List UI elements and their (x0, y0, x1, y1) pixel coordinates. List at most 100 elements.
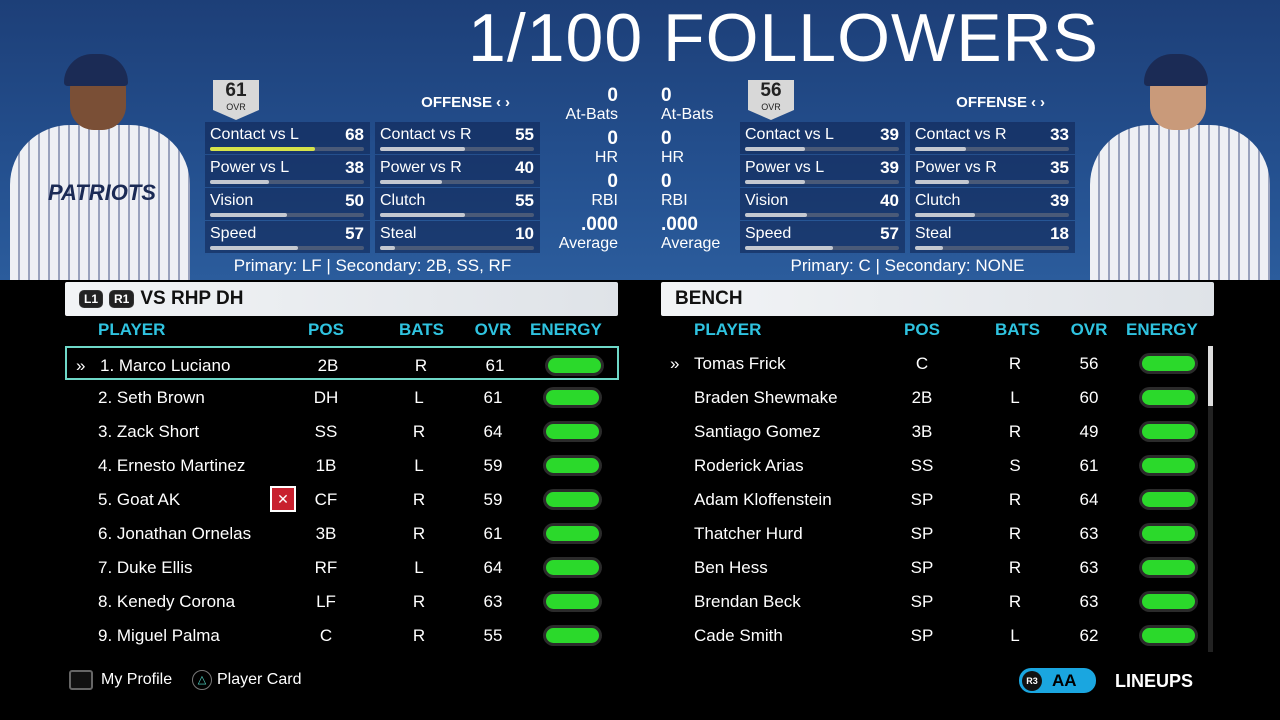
l1-button-icon[interactable]: L1 (79, 290, 104, 308)
stat-bar-fill (745, 147, 806, 151)
player-bats: R (1008, 558, 1022, 577)
player-bats: L (414, 388, 424, 407)
left-player-image: PATRIOTS (0, 50, 200, 280)
energy-bar (1142, 560, 1195, 575)
player-row[interactable]: Braden Shewmake 2B L 60 (661, 380, 1215, 414)
player-row[interactable]: » Tomas Frick C R 56 (661, 346, 1215, 380)
player-pos: 3B (315, 524, 337, 543)
player-row[interactable]: 8. Kenedy Corona LF R 63 (65, 584, 619, 618)
player-bats: R (1008, 354, 1022, 373)
stat-value: 39 (880, 158, 899, 177)
player-bats: L (414, 456, 424, 475)
batting-average-stat: .000 Average (542, 215, 618, 253)
player-row[interactable]: 5. Goat AK ✕ CF R 59 (65, 482, 619, 516)
player-row[interactable]: Brendan Beck SP R 63 (661, 584, 1215, 618)
stat-cell: Contact vs L 39 (740, 122, 905, 154)
chevron-left-icon[interactable]: ‹ (496, 94, 501, 111)
bench-scrollbar[interactable] (1208, 346, 1213, 652)
player-row[interactable]: 3. Zack Short SS R 64 (65, 414, 619, 448)
stat-label: Vision (210, 192, 254, 209)
stat-bar (915, 147, 1069, 151)
stat-bar-fill (915, 147, 966, 151)
right-season-stats: 0 At-Bats 0 HR 0 RBI .000 Average (661, 80, 737, 256)
player-row[interactable]: » 1. Marco Luciano 2B R 61 (65, 346, 619, 380)
player-row[interactable]: Santiago Gomez 3B R 49 (661, 414, 1215, 448)
player-pos: DH (313, 388, 339, 407)
player-row[interactable]: 4. Ernesto Martinez 1B L 59 (65, 448, 619, 482)
difficulty-aa-button[interactable]: R3 AA (1019, 668, 1096, 693)
selected-arrows-icon: » (670, 354, 680, 373)
player-row[interactable]: 6. Jonathan Ornelas 3B R 61 (65, 516, 619, 550)
stat-label: Contact vs L (745, 126, 834, 143)
player-name: 4. Ernesto Martinez (98, 456, 246, 475)
player-card-label: Player Card (217, 671, 302, 688)
stat-cell: Speed 57 (205, 221, 370, 253)
at-bats-stat: 0 At-Bats (542, 86, 618, 124)
stat-value: 33 (1050, 125, 1069, 144)
stat-value: 57 (345, 224, 364, 243)
stat-value: 18 (1050, 224, 1069, 243)
stat-cell: Contact vs R 55 (375, 122, 540, 154)
player-ovr: 56 (1079, 354, 1099, 373)
stat-value: 40 (515, 158, 534, 177)
player-row[interactable]: 9. Miguel Palma C R 55 (65, 618, 619, 652)
r1-button-icon[interactable]: R1 (109, 290, 135, 308)
player-card-button[interactable]: △ Player Card (192, 670, 301, 690)
stat-label: Contact vs R (380, 126, 472, 143)
team-logo: PATRIOTS (48, 180, 156, 205)
stat-mode-toggle[interactable]: OFFENSE ‹ › (952, 94, 1045, 111)
stat-bar-fill (210, 180, 269, 184)
r3-button-icon: R3 (1022, 670, 1042, 691)
stat-bar-fill (380, 246, 396, 250)
column-bats: BATS (399, 320, 445, 339)
player-row[interactable]: Cade Smith SP L 62 (661, 618, 1215, 652)
home-runs-stat: 0 HR (542, 129, 618, 167)
player-ovr: 55 (483, 626, 503, 645)
player-row[interactable]: Adam Kloffenstein SP R 64 (661, 482, 1215, 516)
player-name: Adam Kloffenstein (694, 490, 832, 509)
player-row[interactable]: Thatcher Hurd SP R 63 (661, 516, 1215, 550)
chevron-right-icon[interactable]: › (1040, 94, 1045, 111)
energy-bar (546, 492, 599, 507)
stat-bar (210, 213, 364, 217)
lineup-list: PLAYER POS BATS OVR ENERGY » 1. Marco Luciano 2… (65, 320, 619, 652)
home-runs-label: HR (594, 149, 618, 166)
player-ovr: 61 (483, 524, 503, 543)
energy-bar (1142, 526, 1195, 541)
at-bats-label: At-Bats (661, 106, 714, 123)
stat-label: Power vs R (915, 159, 997, 176)
right-player-image (1080, 50, 1280, 280)
stat-bar (210, 147, 364, 151)
triangle-button-icon: △ (192, 670, 212, 690)
player-name: 5. Goat AK (98, 490, 181, 509)
stat-label: Power vs L (745, 159, 825, 176)
chevron-right-icon[interactable]: › (505, 94, 510, 111)
stat-bar (380, 147, 534, 151)
stat-label: Power vs R (380, 159, 462, 176)
stat-value: 55 (515, 191, 534, 210)
player-name: Thatcher Hurd (694, 524, 803, 543)
player-name: 1. Marco Luciano (100, 356, 231, 375)
player-pos: LF (316, 592, 336, 611)
player-ovr: 62 (1079, 626, 1099, 645)
user-player-icon: ✕ (270, 486, 296, 512)
stat-bar (745, 180, 899, 184)
lineup-header: L1 R1 VS RHP DH (65, 282, 618, 316)
player-ovr: 63 (483, 592, 503, 611)
column-energy: ENERGY (530, 320, 602, 339)
player-row[interactable]: 7. Duke Ellis RF L 64 (65, 550, 619, 584)
stat-mode-toggle[interactable]: OFFENSE ‹ › (417, 94, 510, 111)
player-bats: L (1010, 388, 1020, 407)
stat-value: 68 (345, 125, 364, 144)
rbi-label: RBI (661, 192, 688, 209)
player-ovr: 63 (1079, 592, 1099, 611)
my-profile-button[interactable]: My Profile (69, 670, 172, 690)
player-row[interactable]: Roderick Arias SS S 61 (661, 448, 1215, 482)
my-profile-label: My Profile (101, 671, 173, 688)
stat-bar-fill (915, 246, 943, 250)
player-row[interactable]: 2. Seth Brown DH L 61 (65, 380, 619, 414)
player-row[interactable]: Ben Hess SP R 63 (661, 550, 1215, 584)
player-bats: L (414, 558, 424, 577)
chevron-left-icon[interactable]: ‹ (1031, 94, 1036, 111)
stat-value: 38 (345, 158, 364, 177)
